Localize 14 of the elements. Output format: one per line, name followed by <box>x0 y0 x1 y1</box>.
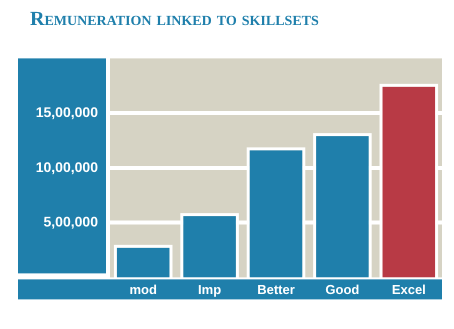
x-tick-label: Imp <box>198 282 222 297</box>
bar <box>116 248 170 278</box>
bar <box>250 150 302 278</box>
x-tick-label: Better <box>257 282 295 297</box>
x-tick-label: mod <box>129 282 157 297</box>
chart-title: Remuneration linked to skillsets <box>30 8 319 31</box>
bar <box>183 216 236 278</box>
x-tick-label: Good <box>325 282 360 297</box>
y-tick-label: 15,00,000 <box>36 104 98 120</box>
y-tick-label: 5,00,000 <box>44 214 98 230</box>
y-tick-label: 10,00,000 <box>36 158 98 175</box>
x-tick-label: Excel <box>392 282 426 297</box>
bar <box>316 136 369 278</box>
bar <box>382 86 436 278</box>
